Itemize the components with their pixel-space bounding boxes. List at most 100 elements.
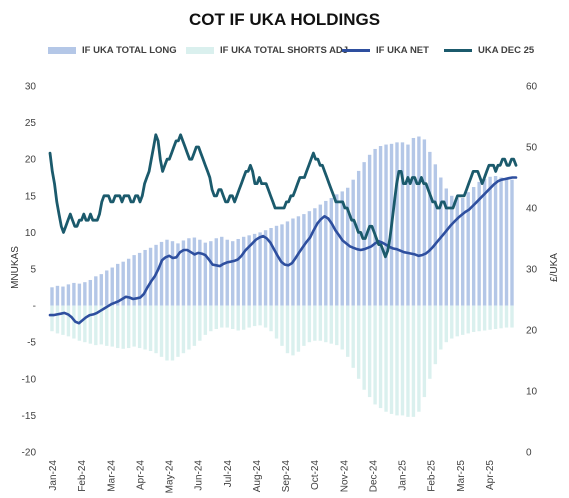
x-tick-label: Feb-25: [427, 460, 438, 492]
bar-total-shorts-57: [362, 305, 366, 390]
bar-total-long-45: [296, 216, 301, 306]
legend-item-total-shorts: IF UKA TOTAL SHORTS ADJ: [186, 45, 348, 56]
bar-total-long-5: [77, 283, 82, 306]
bar-total-shorts-7: [88, 305, 93, 344]
bar-total-long-31: [220, 236, 224, 306]
bar-total-shorts-46: [302, 305, 306, 346]
bar-total-shorts-72: [444, 305, 448, 343]
bar-total-shorts-62: [389, 305, 394, 414]
x-tick-label: Sep-24: [281, 460, 292, 493]
x-tick-label: Nov-24: [339, 460, 350, 493]
bar-total-shorts-6: [83, 305, 87, 343]
bar-total-shorts-29: [209, 305, 213, 332]
bar-total-shorts-25: [187, 305, 191, 350]
bar-total-long-41: [274, 225, 279, 306]
bar-total-shorts-84: [510, 305, 514, 328]
bar-total-long-27: [198, 239, 202, 306]
bar-total-long-10: [105, 270, 109, 306]
bar-total-long-70: [433, 164, 438, 306]
legend-label-total-shorts: IF UKA TOTAL SHORTS ADJ: [220, 45, 349, 56]
line-if-uka-net: [48, 176, 518, 325]
bar-total-long-21: [165, 239, 169, 306]
bar-total-shorts-80: [488, 305, 492, 330]
bar-total-shorts-49: [318, 305, 323, 341]
x-tick-label: Feb-24: [77, 460, 88, 492]
bar-total-long-59: [373, 148, 377, 306]
bar-total-shorts-35: [241, 305, 246, 330]
bar-total-long-47: [307, 211, 312, 306]
x-tick-label: Apr-24: [135, 460, 146, 490]
bar-total-shorts-42: [280, 305, 284, 346]
left-tick-label: -: [33, 301, 36, 312]
right-tick-label: 10: [526, 387, 538, 398]
bar-total-long-84: [510, 179, 514, 306]
bar-total-long-6: [83, 282, 87, 306]
bar-total-long-3: [66, 284, 71, 306]
bar-total-shorts-82: [499, 305, 503, 329]
bar-total-shorts-0: [50, 305, 54, 332]
bar-total-shorts-83: [504, 305, 509, 328]
bar-total-shorts-41: [274, 305, 279, 339]
x-tick-label: Dec-24: [369, 460, 380, 493]
bar-total-long-76: [466, 192, 470, 306]
bar-total-shorts-27: [198, 305, 202, 341]
right-tick-label: 0: [526, 448, 532, 459]
bar-total-long-35: [241, 236, 246, 306]
bar-total-shorts-24: [181, 305, 186, 354]
legend-swatch-net: [342, 49, 370, 52]
bar-total-long-51: [329, 197, 333, 306]
bar-total-long-23: [176, 243, 180, 306]
bar-total-shorts-20: [159, 305, 164, 357]
bar-total-long-54: [346, 187, 350, 306]
bar-total-shorts-45: [296, 305, 301, 352]
bar-total-shorts-63: [395, 305, 399, 416]
legend-swatch-uka-dec25: [444, 49, 472, 52]
bar-total-long-46: [302, 214, 306, 306]
bar-total-shorts-70: [433, 305, 438, 365]
bar-total-shorts-47: [307, 305, 312, 343]
right-tick-label: 50: [526, 143, 538, 154]
line-uka-dec25: [48, 133, 518, 259]
bar-total-long-72: [444, 188, 448, 306]
bar-total-long-17: [143, 249, 147, 306]
bar-total-long-20: [159, 241, 164, 306]
bar-total-long-29: [209, 241, 213, 306]
bar-total-long-32: [225, 239, 229, 306]
bar-total-shorts-50: [324, 305, 328, 343]
bar-total-long-40: [269, 228, 273, 306]
bar-total-shorts-71: [439, 305, 443, 350]
bar-total-shorts-18: [148, 305, 153, 351]
bar-total-long-80: [488, 176, 492, 306]
left-tick-label: -20: [22, 448, 37, 459]
bar-total-long-53: [340, 191, 344, 306]
bar-total-long-14: [126, 258, 131, 306]
x-tick-label: Jan-25: [398, 460, 409, 491]
bar-total-shorts-51: [329, 305, 333, 344]
left-tick-label: 20: [25, 155, 37, 166]
left-tick-label: 25: [25, 118, 37, 129]
bar-total-long-4: [72, 282, 76, 306]
left-tick-label: -10: [22, 374, 37, 385]
legend-swatch-total-shorts: [186, 47, 214, 54]
bar-total-shorts-59: [373, 305, 377, 405]
legend-label-net: IF UKA NET: [376, 45, 429, 56]
bar-total-long-2: [61, 286, 65, 306]
bar-total-long-22: [170, 241, 175, 306]
bar-total-shorts-11: [110, 305, 114, 347]
bar-total-shorts-19: [154, 305, 158, 354]
bar-total-long-13: [121, 261, 125, 306]
bar-total-long-0: [50, 287, 54, 306]
bar-total-long-37: [252, 233, 257, 306]
right-tick-label: 20: [526, 326, 538, 337]
bar-total-long-61: [384, 144, 388, 306]
left-tick-label: -15: [22, 411, 37, 422]
bar-total-shorts-54: [346, 305, 350, 357]
bar-total-long-12: [116, 263, 120, 306]
legend-item-net: IF UKA NET: [342, 45, 429, 56]
x-tick-label: Aug-24: [252, 460, 263, 493]
bar-total-long-28: [203, 242, 208, 306]
bar-total-shorts-30: [214, 305, 218, 330]
bar-total-long-16: [137, 252, 142, 306]
bar-total-shorts-28: [203, 305, 208, 335]
